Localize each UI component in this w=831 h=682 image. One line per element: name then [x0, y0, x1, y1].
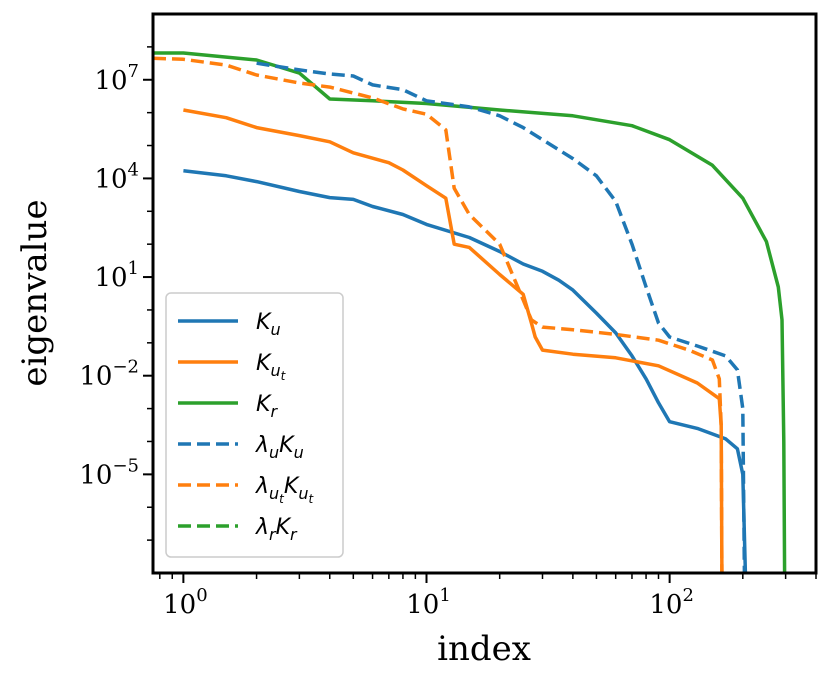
y-tick-label: 107	[94, 61, 139, 96]
series-line-Ku	[183, 169, 748, 573]
x-axis-label: index	[437, 629, 531, 669]
legend-label-luKu: λu​Ku​	[255, 433, 304, 462]
plot-frame	[151, 12, 818, 575]
y-tick-label: 104	[94, 159, 139, 194]
legend-box	[165, 292, 344, 558]
legend-label-Ku: Ku​	[256, 310, 281, 339]
series-line-luKu	[256, 61, 747, 573]
series-line-Kr	[153, 51, 787, 573]
series-layer	[153, 51, 787, 573]
tick-layer: 100 101 102 10−5 10−2 101 104 107	[79, 46, 817, 620]
y-tick-label: 101	[94, 258, 139, 293]
x-tick-label: 101	[406, 585, 451, 620]
x-tick-label: 102	[649, 585, 694, 620]
series-line-lutKut	[153, 56, 724, 573]
y-tick-label: 10−5	[79, 455, 139, 490]
y-tick-label: 10−2	[79, 357, 139, 392]
legend-label-lutKut: λut​Kut​	[255, 474, 314, 506]
y-axis-label: eigenvalue	[15, 199, 55, 386]
x-tick-label: 100	[163, 585, 208, 620]
legend-label-Kr: Kr​	[256, 392, 278, 421]
series-line-Kut	[183, 108, 724, 573]
legend-label-lrKr: λr​Kr​	[255, 515, 298, 544]
legend-label-Kut: Kut​	[256, 351, 287, 383]
legend: Ku​ Kut​ Kr​ λu​Ku​ λut​Kut​ λr​Kr​	[165, 292, 344, 558]
